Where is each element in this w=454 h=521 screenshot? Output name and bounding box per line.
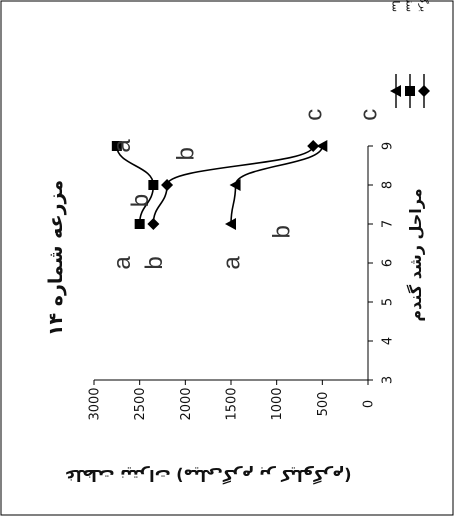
y-tick-label: 2000 <box>179 387 194 420</box>
series-line-0 <box>152 145 314 225</box>
x-tick-label: 4 <box>381 337 396 345</box>
x-tick-label: 7 <box>381 220 396 228</box>
series-point-0 <box>161 179 174 191</box>
significance-letter: c <box>301 109 328 121</box>
series-point-2 <box>316 140 328 152</box>
series-line-2 <box>230 145 324 225</box>
series-point-0 <box>147 218 160 230</box>
series-point-2 <box>229 179 241 191</box>
x-tick-label: 3 <box>381 376 396 384</box>
legend-label: ساقه <box>390 0 401 12</box>
significance-letter: b <box>269 225 296 238</box>
x-axis-ticks: 3 4 5 6 7 8 9 <box>368 142 396 384</box>
series-line-1 <box>116 145 155 225</box>
significance-letter: b <box>127 194 154 207</box>
significance-letter: b <box>141 256 168 269</box>
legend-marker-1 <box>405 86 415 96</box>
significance-letter: a <box>218 256 245 270</box>
chart-title: مزرعه شماره ۱۴ <box>45 180 67 336</box>
y-tick-label: 3000 <box>88 387 103 420</box>
y-tick-label: 0 <box>362 400 377 408</box>
significance-letter: b <box>173 147 200 160</box>
x-tick-label: 5 <box>381 298 396 306</box>
x-tick-label: 6 <box>381 259 396 267</box>
series-point-0 <box>307 140 320 152</box>
legend: برگ پرچمسنبلهساقه <box>390 0 431 108</box>
significance-letter: a <box>109 139 136 153</box>
series-layer <box>111 140 328 230</box>
y-axis-ticks: 0 500 1000 1500 2000 2500 3000 <box>88 380 377 421</box>
x-tick-label: 8 <box>381 181 396 189</box>
y-tick-label: 1500 <box>225 387 240 420</box>
legend-marker-2 <box>390 85 401 97</box>
x-tick-label: 9 <box>381 142 396 150</box>
significance-letter: c <box>355 109 382 121</box>
y-tick-label: 2500 <box>133 387 148 420</box>
y-axis-label: غلظت نیترات (میلی‌گرم بر کیلوگرم) <box>65 466 352 485</box>
series-point-2 <box>225 218 236 230</box>
x-axis-label: مراحل رشد گندم <box>406 188 425 321</box>
series-point-1 <box>111 141 122 151</box>
series-point-1 <box>134 219 145 229</box>
significance-letter: a <box>109 256 136 270</box>
y-tick-label: 500 <box>316 392 331 417</box>
legend-label: سنبله <box>404 0 415 12</box>
legend-marker-0 <box>418 85 430 97</box>
legend-label: برگ پرچم <box>418 0 431 12</box>
y-tick-label: 1000 <box>270 387 285 420</box>
series-point-1 <box>148 180 159 190</box>
